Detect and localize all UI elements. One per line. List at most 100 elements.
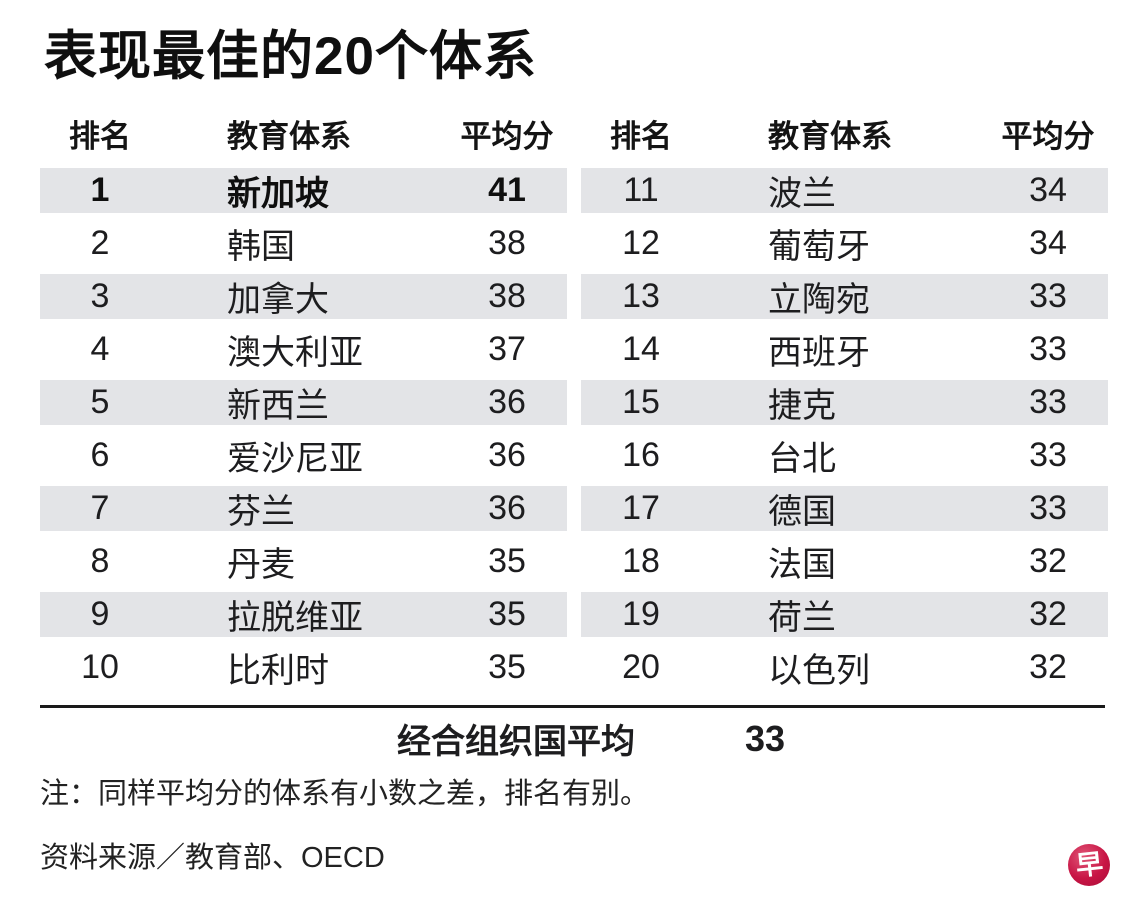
rank-cell: 2	[90, 224, 110, 262]
score-cell: 35	[488, 542, 526, 580]
rank-cell: 5	[90, 383, 110, 421]
table-row: 16 台北 33	[581, 429, 1108, 482]
system-cell: 新加坡	[227, 175, 329, 213]
ranking-table-right: 排名 教育体系 平均分 11 波兰 34 12 葡萄牙 34 13 立陶宛 33…	[581, 110, 1108, 694]
col-header-score: 平均分	[460, 119, 554, 154]
zaobao-logo: 早	[1068, 844, 1110, 886]
score-cell: 32	[1029, 542, 1067, 580]
system-cell: 比利时	[227, 652, 329, 690]
score-cell: 35	[488, 595, 526, 633]
oecd-average-value: 33	[744, 717, 786, 759]
system-cell: 波兰	[768, 175, 836, 213]
score-cell: 33	[1029, 277, 1067, 315]
rank-cell: 10	[81, 648, 119, 686]
score-cell: 36	[488, 436, 526, 474]
source-line: 资料来源／教育部、OECD	[40, 842, 385, 874]
table-row: 7 芬兰 36	[40, 482, 567, 535]
rank-cell: 19	[622, 595, 660, 633]
rank-cell: 6	[90, 436, 110, 474]
col-header-score: 平均分	[1001, 119, 1095, 154]
table-row: 17 德国 33	[581, 482, 1108, 535]
system-cell: 台北	[768, 440, 836, 478]
score-cell: 38	[488, 277, 526, 315]
table-row: 19 荷兰 32	[581, 588, 1108, 641]
table-row: 14 西班牙 33	[581, 323, 1108, 376]
system-cell: 芬兰	[227, 493, 295, 531]
score-cell: 34	[1029, 171, 1067, 209]
oecd-average-label: 经合组织国平均	[397, 723, 635, 761]
table-row: 3 加拿大 38	[40, 270, 567, 323]
table-header-right: 排名 教育体系 平均分	[581, 110, 1108, 164]
system-cell: 葡萄牙	[768, 228, 870, 266]
system-cell: 荷兰	[768, 599, 836, 637]
col-header-rank: 排名	[610, 119, 672, 154]
table-body-left: 1 新加坡 41 2 韩国 38 3 加拿大 38 4 澳大利亚 37 5 新西…	[40, 164, 567, 694]
rank-cell: 15	[622, 383, 660, 421]
table-row: 10 比利时 35	[40, 641, 567, 694]
system-cell: 捷克	[768, 387, 836, 425]
rank-cell: 14	[622, 330, 660, 368]
score-cell: 32	[1029, 595, 1067, 633]
score-cell: 35	[488, 648, 526, 686]
system-cell: 以色列	[768, 652, 870, 690]
table-row: 11 波兰 34	[581, 164, 1108, 217]
score-cell: 37	[488, 330, 526, 368]
table-row: 9 拉脱维亚 35	[40, 588, 567, 641]
rank-cell: 7	[90, 489, 110, 527]
oecd-average-row: 经合组织国平均 33	[40, 714, 1105, 763]
footnote: 注：同样平均分的体系有小数之差，排名有别。	[40, 778, 650, 810]
table-row: 5 新西兰 36	[40, 376, 567, 429]
ranking-tables: 排名 教育体系 平均分 1 新加坡 41 2 韩国 38 3 加拿大 38 4 …	[40, 110, 1108, 694]
system-cell: 爱沙尼亚	[227, 440, 363, 478]
rank-cell: 8	[90, 542, 110, 580]
system-cell: 丹麦	[227, 546, 295, 584]
table-row: 12 葡萄牙 34	[581, 217, 1108, 270]
system-cell: 立陶宛	[768, 281, 870, 319]
table-body-right: 11 波兰 34 12 葡萄牙 34 13 立陶宛 33 14 西班牙 33 1…	[581, 164, 1108, 694]
summary-divider	[40, 705, 1105, 708]
system-cell: 拉脱维亚	[227, 599, 363, 637]
system-cell: 西班牙	[768, 334, 870, 372]
table-header-left: 排名 教育体系 平均分	[40, 110, 567, 164]
table-row: 20 以色列 32	[581, 641, 1108, 694]
rank-cell: 1	[90, 171, 110, 209]
table-row: 13 立陶宛 33	[581, 270, 1108, 323]
system-cell: 澳大利亚	[227, 334, 363, 372]
table-row: 2 韩国 38	[40, 217, 567, 270]
score-cell: 32	[1029, 648, 1067, 686]
score-cell: 36	[488, 489, 526, 527]
rank-cell: 17	[622, 489, 660, 527]
rank-cell: 13	[622, 277, 660, 315]
score-cell: 33	[1029, 489, 1067, 527]
table-row: 4 澳大利亚 37	[40, 323, 567, 376]
table-row: 6 爱沙尼亚 36	[40, 429, 567, 482]
page-title: 表现最佳的20个体系	[44, 27, 537, 86]
table-row: 1 新加坡 41	[40, 164, 567, 217]
rank-cell: 11	[623, 171, 659, 209]
table-row: 15 捷克 33	[581, 376, 1108, 429]
rank-cell: 4	[90, 330, 110, 368]
score-cell: 33	[1029, 436, 1067, 474]
rank-cell: 20	[622, 648, 660, 686]
system-cell: 加拿大	[227, 281, 329, 319]
rank-cell: 12	[622, 224, 660, 262]
table-row: 8 丹麦 35	[40, 535, 567, 588]
rank-cell: 3	[90, 277, 110, 315]
table-row: 18 法国 32	[581, 535, 1108, 588]
col-header-system: 教育体系	[768, 119, 892, 154]
col-header-rank: 排名	[69, 119, 131, 154]
ranking-table-left: 排名 教育体系 平均分 1 新加坡 41 2 韩国 38 3 加拿大 38 4 …	[40, 110, 567, 694]
score-cell: 41	[488, 171, 526, 209]
score-cell: 36	[488, 383, 526, 421]
score-cell: 38	[488, 224, 526, 262]
score-cell: 34	[1029, 224, 1067, 262]
rank-cell: 16	[622, 436, 660, 474]
score-cell: 33	[1029, 383, 1067, 421]
rank-cell: 18	[622, 542, 660, 580]
zaobao-logo-glyph: 早	[1073, 848, 1104, 881]
col-header-system: 教育体系	[227, 119, 351, 154]
system-cell: 德国	[768, 493, 836, 531]
system-cell: 韩国	[227, 228, 295, 266]
system-cell: 新西兰	[227, 387, 329, 425]
